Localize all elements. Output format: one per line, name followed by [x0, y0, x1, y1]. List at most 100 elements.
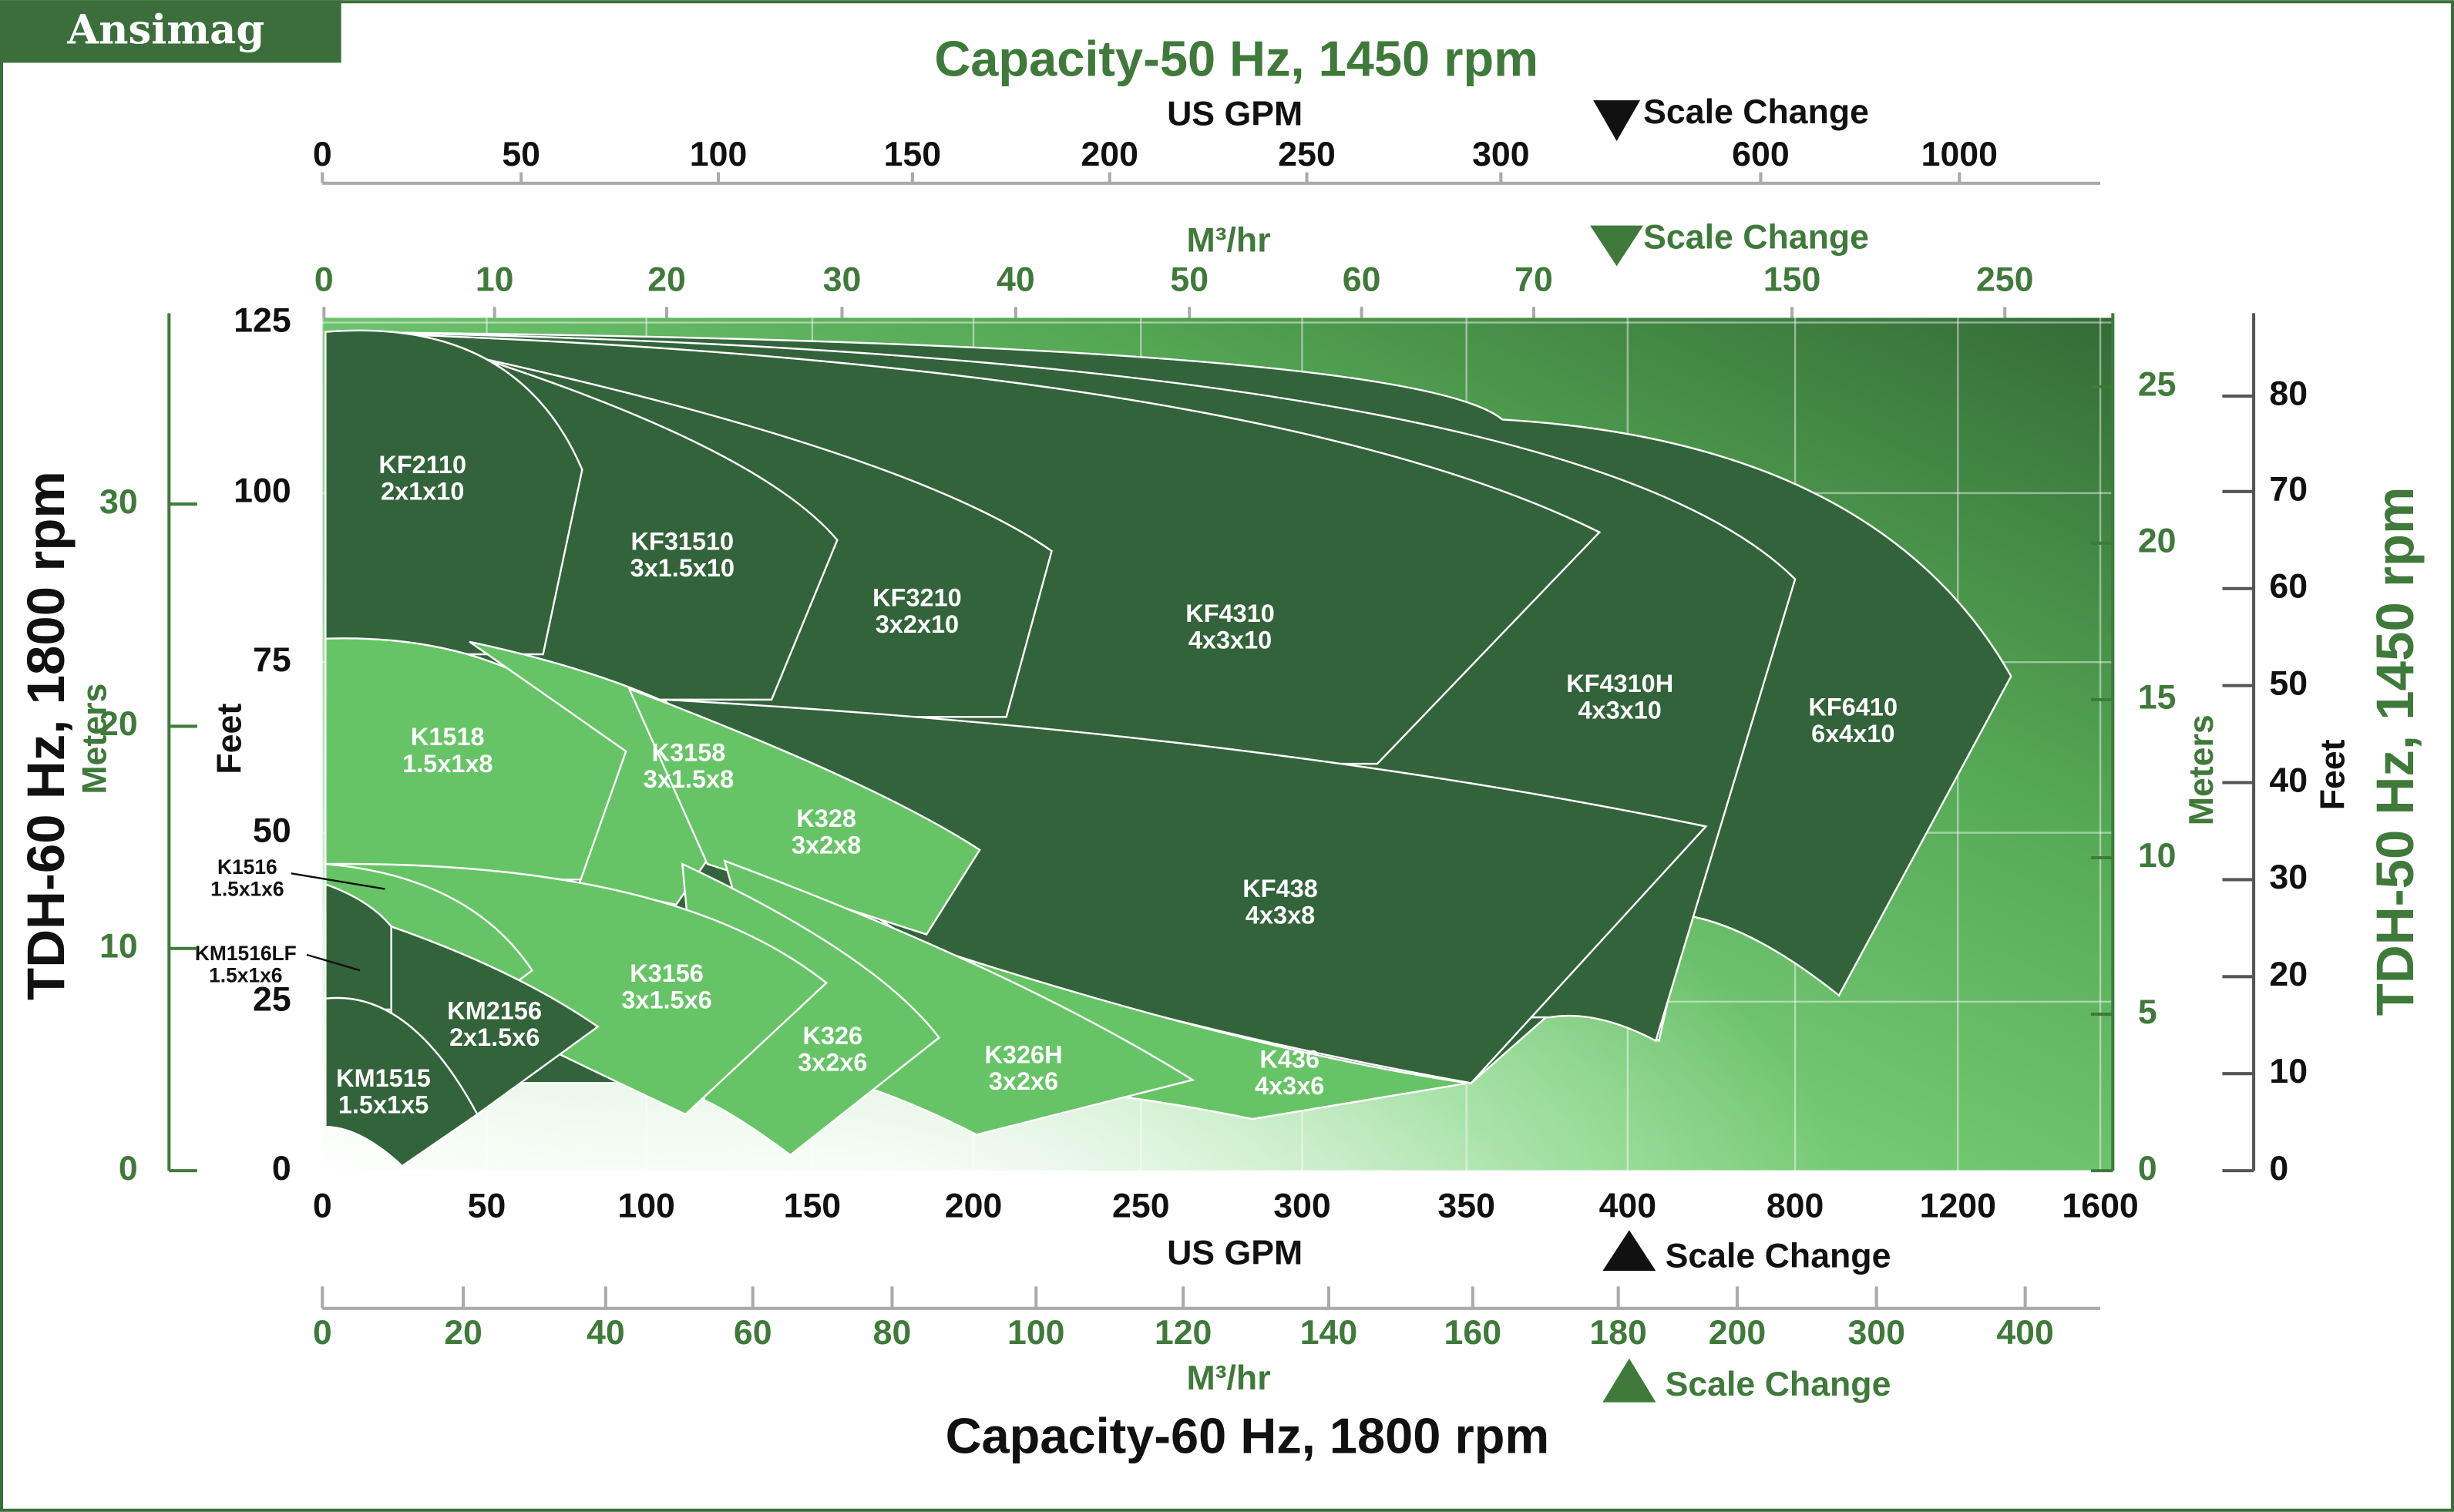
scale-change: Scale Change: [1666, 1238, 1891, 1275]
tick-label: 100: [1007, 1314, 1065, 1352]
tick-label: 1200: [1920, 1188, 1996, 1225]
tick-label: 300: [1472, 136, 1530, 173]
region-size: 3x1.5x8: [644, 765, 734, 793]
region-model: KF4310H: [1566, 670, 1673, 697]
tick-label: 20: [99, 705, 138, 743]
tick-label: 0: [313, 136, 332, 173]
right-meters-label: Meters: [2183, 714, 2220, 825]
callout-size: 1.5x1x6: [209, 963, 282, 986]
region-model: KF6410: [1808, 694, 1898, 721]
region-size: 4x3x8: [1245, 902, 1315, 929]
tick-label: 200: [945, 1188, 1003, 1225]
region-size: 3x2x8: [792, 831, 861, 858]
tick-label: 40: [997, 261, 1035, 299]
tick-label: 150: [784, 1188, 842, 1225]
regions: [291, 329, 2012, 1168]
tick-label: 250: [1278, 136, 1336, 173]
region-size: 4x3x6: [1255, 1072, 1324, 1100]
tick-label: 10: [99, 928, 138, 966]
tick-label: 40: [587, 1314, 625, 1352]
callout-model: KM1516LF: [195, 942, 297, 965]
tick-label: 60: [2269, 568, 2308, 606]
tick-label: 70: [1514, 261, 1553, 299]
left-meters-label: Meters: [76, 684, 114, 795]
tick-label: 350: [1437, 1188, 1495, 1225]
region-size: 3x2x6: [989, 1067, 1058, 1095]
region-model: KF31510: [631, 527, 735, 555]
region-model: K3158: [652, 739, 726, 767]
scale-change-arrow: [1593, 100, 1641, 141]
region-size: 3x2x10: [876, 610, 959, 638]
tick-label: 0: [314, 261, 334, 299]
brand: Ansimag: [66, 5, 264, 53]
tick-label: 30: [2269, 858, 2308, 896]
callout-model: K1516: [217, 855, 277, 879]
top-m3-label: M³/hr: [1186, 222, 1270, 260]
tick-label: 50: [2269, 664, 2308, 702]
region-model: KM2156: [447, 997, 542, 1025]
tick-label: 50: [502, 136, 540, 173]
tick-label: 70: [2269, 471, 2308, 509]
tick-label: 50: [253, 811, 291, 849]
region: [324, 329, 583, 656]
callout-size: 1.5x1x6: [210, 878, 284, 901]
scale-change: Scale Change: [1643, 219, 1869, 257]
tick-label: 250: [1976, 261, 2034, 299]
tick-label: 0: [313, 1188, 332, 1225]
tick-label: 50: [1170, 261, 1209, 299]
tick-label: 10: [2138, 837, 2177, 875]
right-feet-label: Feet: [2314, 739, 2351, 810]
region-size: 4x3x10: [1578, 697, 1662, 724]
tick-label: 30: [823, 261, 862, 299]
tick-label: 0: [119, 1150, 138, 1188]
tick-label: 150: [884, 136, 942, 173]
tick-label: 10: [2269, 1053, 2308, 1090]
tick-label: 100: [690, 136, 748, 173]
scale-change-arrow: [1602, 1230, 1656, 1272]
tick-label: 1600: [2062, 1188, 2138, 1225]
region-model: KF4310: [1185, 600, 1275, 627]
tick-label: 250: [1112, 1188, 1170, 1225]
tick-label: 600: [1732, 136, 1790, 173]
tick-label: 300: [1847, 1314, 1905, 1352]
left-feet-label: Feet: [210, 704, 248, 774]
tick-label: 40: [2269, 761, 2308, 799]
region: [324, 996, 479, 1168]
region-model: KM1515: [336, 1064, 431, 1092]
tick-label: 0: [313, 1314, 332, 1352]
region-size: 2x1x10: [381, 477, 464, 505]
left-title: TDH-60 Hz, 1800 rpm: [15, 471, 76, 1000]
top-title: Capacity-50 Hz, 1450 rpm: [934, 31, 1538, 87]
region-size: 2x1.5x6: [449, 1023, 540, 1051]
scale-change-arrow: [1602, 1358, 1656, 1403]
tick-label: 30: [99, 483, 138, 521]
region-model: K3156: [630, 959, 704, 987]
tick-label: 160: [1444, 1314, 1502, 1352]
tick-label: 120: [1155, 1314, 1212, 1352]
tick-label: 60: [734, 1314, 772, 1352]
tick-label: 0: [272, 1150, 291, 1188]
tick-label: 5: [2138, 993, 2157, 1031]
region-size: 1.5x1x8: [402, 750, 492, 778]
tick-label: 125: [234, 301, 291, 339]
tick-label: 20: [2269, 956, 2308, 993]
region: [627, 687, 981, 936]
callout-line: [291, 872, 385, 890]
tick-label: 60: [1343, 261, 1381, 299]
bottom-m3-label: M³/hr: [1186, 1359, 1270, 1397]
region-model: K328: [796, 805, 856, 832]
tick-label: 80: [873, 1314, 912, 1352]
tick-label: 1000: [1921, 136, 1998, 173]
tick-label: 800: [1767, 1188, 1824, 1225]
tick-label: 0: [2269, 1150, 2288, 1188]
tick-label: 180: [1589, 1314, 1647, 1352]
tick-label: 20: [2138, 522, 2177, 560]
tick-label: 75: [253, 641, 291, 679]
scale-change: Scale Change: [1643, 93, 1869, 131]
right-title: TDH-50 Hz, 1450 rpm: [2365, 487, 2425, 1016]
region-size: 1.5x1x5: [338, 1090, 429, 1118]
tick-label: 400: [1996, 1314, 2054, 1352]
tick-label: 10: [476, 261, 514, 299]
